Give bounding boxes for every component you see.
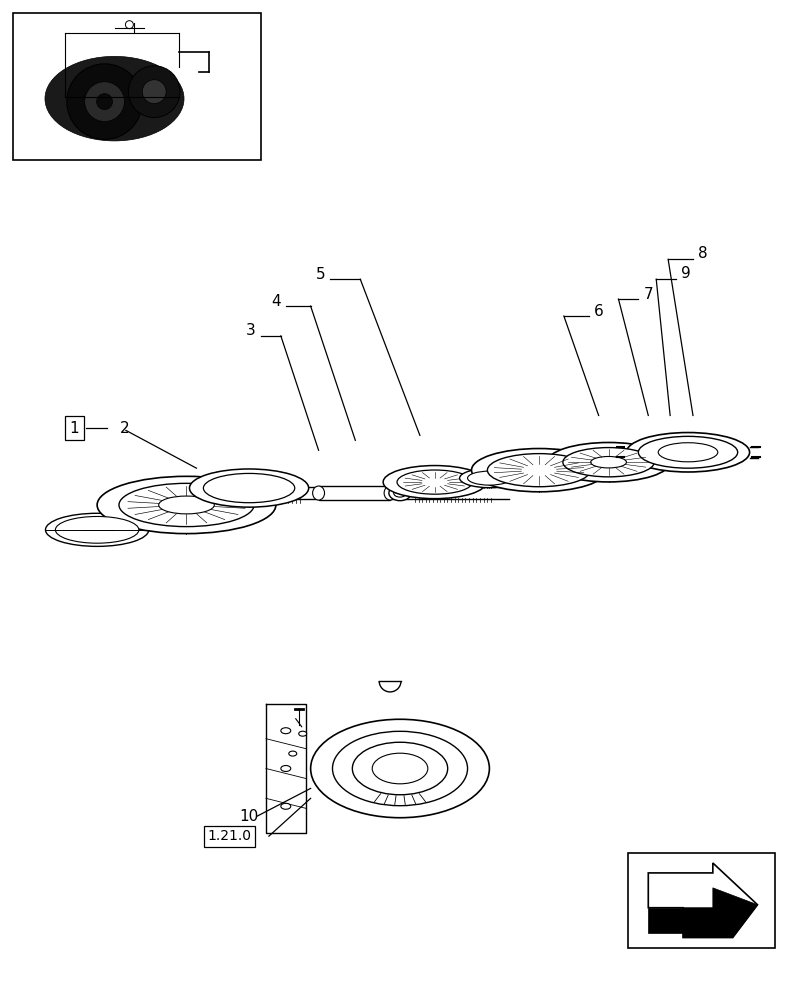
Ellipse shape [332, 731, 467, 806]
Ellipse shape [46, 513, 149, 546]
Ellipse shape [45, 56, 184, 141]
Text: 1.21.0: 1.21.0 [207, 829, 251, 843]
Ellipse shape [299, 731, 306, 736]
Polygon shape [683, 888, 756, 938]
Ellipse shape [352, 742, 447, 795]
Ellipse shape [562, 448, 654, 477]
Ellipse shape [158, 496, 214, 514]
Ellipse shape [467, 471, 511, 485]
Text: 9: 9 [680, 266, 690, 281]
Ellipse shape [119, 483, 254, 527]
Ellipse shape [383, 466, 486, 499]
Bar [318, 486, 389, 500]
Ellipse shape [55, 516, 139, 543]
Circle shape [125, 21, 133, 29]
Ellipse shape [372, 753, 427, 784]
Ellipse shape [280, 728, 291, 734]
Ellipse shape [288, 751, 296, 756]
Circle shape [84, 82, 124, 122]
Ellipse shape [280, 766, 291, 771]
Text: 5: 5 [316, 267, 325, 282]
Ellipse shape [389, 485, 410, 501]
Ellipse shape [203, 473, 295, 503]
Polygon shape [647, 908, 683, 933]
Text: 6: 6 [593, 304, 603, 319]
Ellipse shape [280, 803, 291, 809]
Ellipse shape [626, 433, 748, 472]
Bar [628, 853, 774, 948]
Polygon shape [647, 863, 756, 938]
Ellipse shape [397, 470, 472, 494]
Bar [13, 13, 261, 160]
Ellipse shape [310, 719, 489, 818]
Ellipse shape [384, 486, 396, 500]
Ellipse shape [638, 436, 736, 468]
Ellipse shape [590, 456, 626, 468]
Ellipse shape [312, 486, 324, 500]
Ellipse shape [190, 469, 308, 507]
Text: 4: 4 [271, 294, 280, 309]
Text: 3: 3 [246, 323, 255, 338]
Ellipse shape [471, 449, 605, 492]
Circle shape [96, 94, 112, 110]
Ellipse shape [487, 454, 590, 487]
Ellipse shape [658, 443, 717, 462]
Circle shape [128, 66, 180, 118]
Ellipse shape [393, 489, 406, 497]
Text: 10: 10 [238, 809, 258, 824]
Text: 1: 1 [69, 421, 79, 436]
Text: 7: 7 [642, 287, 652, 302]
Text: 2: 2 [120, 421, 129, 436]
Circle shape [142, 80, 166, 104]
Ellipse shape [459, 469, 519, 488]
Text: 8: 8 [697, 246, 707, 261]
Circle shape [67, 64, 142, 139]
Ellipse shape [97, 476, 275, 534]
Ellipse shape [546, 442, 670, 482]
